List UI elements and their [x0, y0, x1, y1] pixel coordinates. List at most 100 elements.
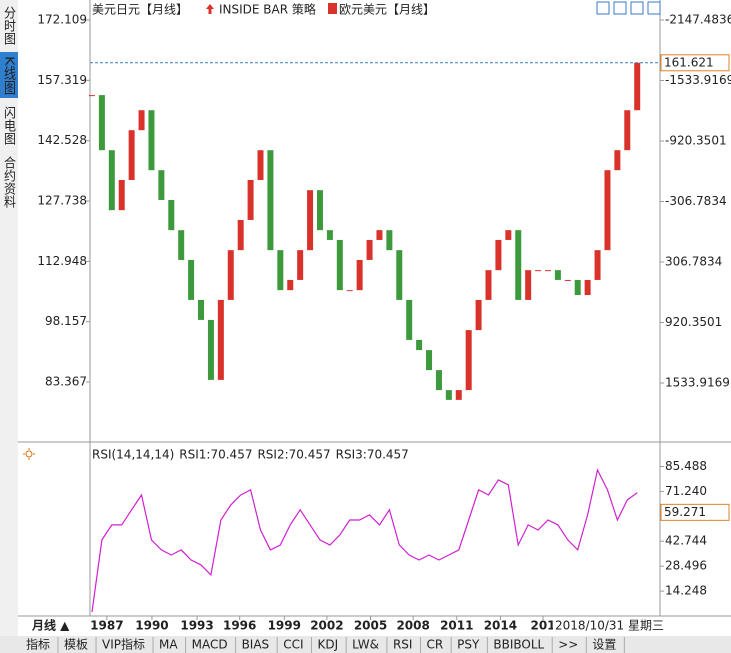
candle: [188, 259, 195, 300]
y-tick-label: 14.248: [665, 584, 707, 598]
candle: [326, 230, 333, 240]
date-label: 2018/10/31 星期三: [555, 619, 664, 633]
tab-active: [0, 52, 18, 98]
candle: [445, 390, 452, 400]
candle: [217, 299, 224, 380]
candle: [485, 270, 492, 300]
candle: [564, 279, 571, 281]
y-tick-label: 98.157: [45, 314, 87, 328]
toolbar-item[interactable]: PSY: [457, 638, 480, 652]
candle: [396, 250, 403, 300]
candle: [356, 259, 363, 291]
candle: [416, 339, 423, 351]
candle: [465, 330, 472, 391]
toolbar-item[interactable]: MACD: [192, 638, 228, 652]
candle: [435, 370, 442, 391]
y-tick-label: 71.240: [665, 484, 707, 498]
toolbar-item[interactable]: CR: [426, 638, 443, 652]
toolbar-item[interactable]: RSI: [393, 638, 413, 652]
overlay-symbol[interactable]: 欧元美元【月线】: [339, 3, 435, 17]
candle: [604, 170, 611, 251]
x-tick-label: 2002: [310, 619, 343, 633]
candle: [198, 299, 205, 320]
sidebar-tab[interactable]: 闪电图: [3, 106, 17, 145]
overlay-icon: [328, 3, 337, 14]
indicator-readout: RSI2:70.457: [257, 448, 330, 462]
indicator-readout: RSI1:70.457: [179, 448, 252, 462]
candle: [227, 250, 234, 300]
candle: [614, 150, 621, 171]
sidebar: [0, 0, 18, 636]
x-tick-label: 2014: [484, 619, 517, 633]
candle: [515, 230, 522, 300]
toolbar: [0, 636, 731, 653]
y2-tick-label: -1533.9169: [665, 73, 731, 87]
candle: [475, 299, 482, 331]
x-tick-label: 2008: [396, 619, 429, 633]
candle: [336, 239, 343, 291]
y-tick-label: 85.488: [665, 459, 707, 473]
candle: [584, 279, 591, 296]
candle: [624, 110, 631, 151]
candle: [138, 110, 145, 131]
x-tick-label: 1993: [180, 619, 213, 633]
candle: [406, 299, 413, 340]
x-tick-label: 1990: [135, 619, 168, 633]
y-tick-label: 127.738: [37, 194, 87, 208]
x-tick-label: 2011: [440, 619, 473, 633]
toolbar-item[interactable]: 模板: [64, 638, 88, 652]
period-label[interactable]: 月线 ▲: [31, 618, 70, 633]
x-tick-label: 1987: [90, 619, 123, 633]
candle: [287, 279, 294, 291]
candle: [297, 250, 304, 280]
candle: [634, 62, 641, 111]
strategy-name[interactable]: INSIDE BAR 策略: [219, 2, 316, 17]
x-tick-label: 2005: [354, 619, 387, 633]
toolbar-item[interactable]: BBIBOLL: [493, 638, 544, 652]
candle: [505, 230, 512, 240]
price-tag-label: 161.621: [664, 55, 714, 69]
sidebar-tab[interactable]: 分时图: [3, 6, 17, 45]
candle: [574, 279, 581, 296]
x-tick-label: 1996: [223, 619, 256, 633]
toolbar-item[interactable]: CCI: [283, 638, 303, 652]
toolbar-item[interactable]: KDJ: [317, 638, 338, 652]
toolbar-item[interactable]: >>: [558, 638, 578, 652]
candle: [307, 190, 314, 251]
candle: [366, 239, 373, 260]
candle: [257, 150, 264, 180]
y2-tick-label: 1533.9169: [665, 376, 730, 390]
candle: [594, 250, 601, 280]
price-tag: [660, 54, 730, 72]
sidebar-tab[interactable]: 合约资料: [3, 154, 17, 208]
candle: [108, 150, 115, 211]
window-buttons[interactable]: [596, 1, 661, 15]
toolbar-item[interactable]: VIP指标: [102, 637, 145, 652]
date-label-bg: [553, 618, 660, 634]
toolbar-item[interactable]: 设置: [592, 638, 616, 652]
candle: [128, 130, 135, 180]
sidebar-tab[interactable]: K线图: [3, 56, 17, 95]
candle: [535, 270, 542, 272]
y-tick-label: 157.319: [37, 73, 87, 87]
candle: [316, 190, 323, 231]
candle: [455, 390, 462, 400]
x-tick-label: 1999: [268, 619, 301, 633]
rsi-line: [91, 468, 638, 613]
candle: [346, 290, 353, 292]
sun-icon[interactable]: [23, 448, 35, 460]
y-tick-label: 83.367: [45, 375, 87, 389]
toolbar-item[interactable]: 指标: [26, 637, 50, 652]
toolbar-item[interactable]: LW&: [352, 638, 379, 652]
candle: [525, 270, 532, 300]
toolbar-item[interactable]: BIAS: [242, 638, 270, 652]
main-symbol: 美元日元【月线】: [92, 3, 188, 17]
x-tick-label: 201: [530, 619, 555, 633]
y2-tick-label: 306.7834: [665, 255, 722, 269]
candle: [277, 250, 284, 291]
price-tag-label: 59.271: [664, 505, 706, 519]
y2-tick-label: -306.7834: [665, 194, 727, 208]
toolbar-item[interactable]: MA: [159, 638, 178, 652]
